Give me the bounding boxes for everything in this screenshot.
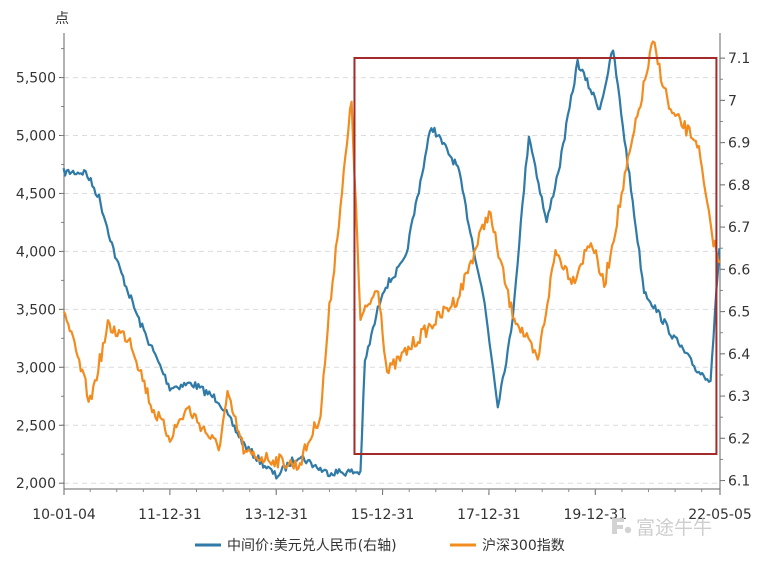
watermark-text: 富途牛牛	[636, 517, 712, 539]
x-tick-label: 17-12-31	[457, 507, 521, 523]
right-tick-label: 6.1	[728, 474, 750, 490]
left-tick-label: 4,000	[16, 244, 56, 260]
left-tick-label: 3,000	[16, 360, 56, 376]
right-tick-label: 6.9	[728, 136, 750, 152]
gridlines	[64, 77, 720, 484]
right-tick-label: 7.1	[728, 51, 750, 67]
left-tick-label: 5,500	[16, 71, 56, 87]
axes: 2,000 2,500 3,000 3,500 4,000 4,500 5,000 5,500…	[16, 33, 752, 523]
right-tick-label: 7	[728, 93, 737, 109]
watermark: 富途牛牛	[612, 517, 712, 539]
legend-label: 沪深300指数	[482, 538, 565, 554]
right-tick-label: 6.5	[728, 305, 750, 321]
series-layer	[62, 40, 721, 480]
right-tick-label: 6.3	[728, 389, 750, 405]
left-tick-label: 3,500	[16, 302, 56, 318]
series-line-usdcny	[62, 49, 721, 480]
right-tick-label: 6.8	[728, 178, 750, 194]
series-line-csi300	[62, 40, 721, 471]
highlight-box	[353, 57, 718, 455]
right-tick-label: 6.2	[728, 431, 750, 447]
legend: 中间价:美元兑人民币(右轴) 沪深300指数	[195, 538, 565, 554]
left-tick-label: 2,500	[16, 418, 56, 434]
x-tick-label: 13-12-31	[244, 507, 308, 523]
right-tick-label: 6.7	[728, 220, 750, 236]
futu-logo-icon	[612, 518, 632, 534]
left-tick-label: 5,000	[16, 129, 56, 145]
x-tick-label: 22-05-05	[688, 507, 752, 523]
x-tick-label: 11-12-31	[138, 507, 202, 523]
right-tick-label: 6.4	[728, 347, 750, 363]
left-tick-label: 4,500	[16, 186, 56, 202]
legend-label: 中间价:美元兑人民币(右轴)	[227, 538, 397, 554]
left-tick-label: 2,000	[16, 476, 56, 492]
right-tick-label: 6.6	[728, 262, 750, 278]
x-tick-label: 15-12-31	[351, 507, 415, 523]
x-tick-label: 19-12-31	[564, 507, 628, 523]
x-tick-label: 10-01-04	[32, 507, 96, 523]
left-axis-unit: 点	[55, 11, 69, 27]
